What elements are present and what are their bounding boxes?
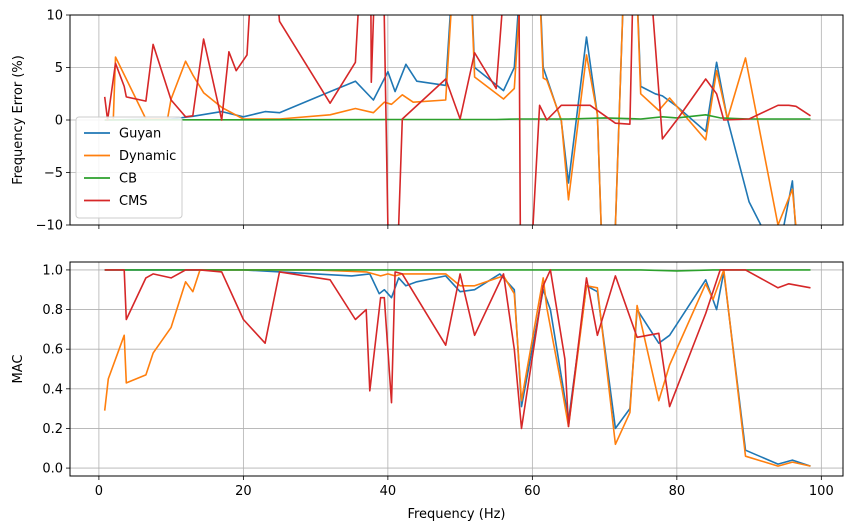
mac-ytick-label: 0.4 [42, 382, 63, 397]
mac-xtick-label: 20 [235, 484, 252, 499]
frequency-error-series-cb [104, 114, 811, 121]
frequency-error-series [103, 15, 811, 225]
mac-ylabel: MAC [11, 355, 26, 384]
mac-ytick-label: 0.0 [42, 462, 63, 477]
legend: Guyan Dynamic CB CMS [75, 116, 183, 219]
mac-xtick-label: 0 [95, 484, 103, 499]
frequency-error-ytick-label: 0 [55, 114, 63, 129]
frequency-error-ticks: −10 −5 0 5 10 [36, 9, 822, 234]
mac-series [103, 269, 811, 467]
mac-ytick-label: 1.0 [42, 263, 63, 278]
mac-axes-frame [69, 261, 844, 477]
mac-ytick-label: 0.8 [42, 303, 63, 318]
frequency-error-series-cms [103, 15, 811, 225]
frequency-error-ytick-label: −5 [44, 166, 63, 181]
frequency-error-ytick-label: 5 [55, 61, 63, 76]
mac-xtick-label: 60 [524, 484, 541, 499]
mac-ytick-label: 0.6 [42, 343, 63, 358]
frequency-error-series-dynamic [104, 15, 797, 225]
frequency-error-series-guyan [104, 15, 797, 225]
frequency-error-ytick-label: −10 [36, 219, 63, 234]
mac-xlabel: Frequency (Hz) [407, 507, 505, 522]
mac-plot: 0 20 40 60 80 100 0.0 0.2 0.4 0.6 0.8 1.0 MAC Frequ… [11, 261, 844, 522]
frequency-error-plot: −10 −5 0 5 10 Frequency Error (%) Guyan Dynam… [11, 9, 844, 234]
frequency-error-ylabel: Frequency Error (%) [11, 55, 26, 185]
frequency-error-ytick-label: 10 [46, 9, 63, 24]
legend-label-guyan: Guyan [119, 127, 161, 142]
legend-box [75, 116, 183, 219]
mac-series-cms [104, 269, 811, 430]
legend-label-cb: CB [119, 172, 137, 187]
legend-label-dynamic: Dynamic [119, 149, 176, 164]
mac-series-cb [104, 269, 811, 272]
mac-ytick-label: 0.2 [42, 422, 63, 437]
mac-xtick-label: 100 [809, 484, 834, 499]
legend-label-cms: CMS [119, 194, 148, 209]
mac-xtick-label: 40 [380, 484, 397, 499]
mac-ticks: 0 20 40 60 80 100 0.0 0.2 0.4 0.6 0.8 1.0 [42, 263, 833, 499]
mac-xtick-label: 80 [669, 484, 686, 499]
